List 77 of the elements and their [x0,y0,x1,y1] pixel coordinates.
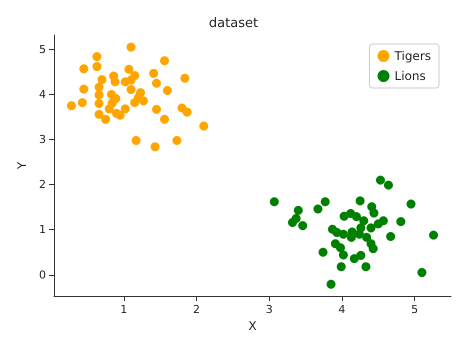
point [182,108,192,117]
y-tick-label: 0 [39,268,46,282]
point [94,99,104,108]
point [354,230,364,239]
point [78,98,87,108]
point [101,114,110,124]
point [338,230,348,239]
x-tick-label: 4 [338,303,346,316]
point [318,248,328,257]
y-tick-label: 5 [39,42,46,56]
point [152,78,162,88]
x-tick-label: 2 [193,303,200,316]
point [406,200,416,209]
point [320,197,330,206]
legend-label: Lions [394,69,426,83]
point [108,98,117,108]
point [150,142,160,152]
point [98,75,106,84]
point [384,180,393,190]
point [152,104,162,114]
point [366,223,376,232]
legend-label: Tigers [394,49,432,63]
y-tick-label: 1 [39,223,46,236]
point [361,262,370,272]
point [126,42,136,52]
point [199,122,208,131]
point [386,232,396,241]
point [336,262,346,272]
point [94,110,104,119]
x-tick-label: 3 [266,303,273,316]
point [92,52,102,62]
point [376,176,385,185]
point [110,77,120,86]
chart-title: dataset [208,16,258,31]
point [336,243,345,252]
point [378,216,388,226]
point [116,110,125,120]
point [313,204,322,214]
point [172,136,182,145]
x-axis-title: X [248,319,257,333]
x-tick-label: 1 [120,303,128,316]
y-tick-label: 4 [39,88,46,102]
point [126,85,136,94]
point [94,90,104,100]
point [92,62,102,72]
point [326,280,336,289]
point [359,216,368,226]
point [362,232,372,242]
point [369,208,378,218]
point [429,230,438,240]
point [162,86,172,95]
point [124,64,134,74]
x-tick-label: 5 [411,303,418,316]
point [180,74,190,83]
point [132,136,141,145]
point [338,250,348,260]
point [66,101,76,110]
point [120,104,130,114]
point [79,84,88,94]
y-axis-title: Y [15,161,29,170]
point [160,114,170,124]
y-tick-label: 2 [39,178,46,192]
y-tick-label: 3 [39,133,46,146]
point [149,68,158,78]
point [396,217,406,226]
point [356,250,366,260]
point [417,268,426,278]
point [298,221,308,230]
point [270,197,279,206]
point [368,244,378,254]
point [288,218,297,228]
point [79,64,88,74]
point [294,206,303,215]
point [130,71,140,80]
point [352,212,361,222]
point [160,56,170,66]
point [356,196,365,206]
